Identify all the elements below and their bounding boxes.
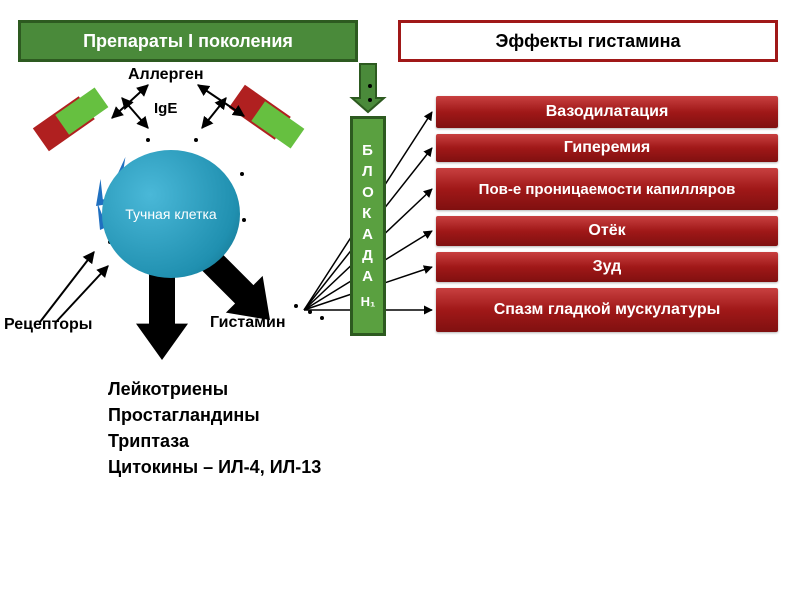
mast-cell: Тучная клетка [102,150,240,278]
effect-bar-2: Пов-е проницаемости капилляров [436,168,778,210]
blockade-sub: H₁ [361,293,376,311]
mediators-list: ЛейкотриеныПростагландиныТриптазаЦитокин… [108,376,321,480]
label-ige: IgE [154,100,177,117]
header-left-text: Препараты I поколения [83,31,293,52]
effect-bar-1: Гиперемия [436,134,778,162]
effect-bar-5: Спазм гладкой мускулатуры [436,288,778,332]
label-receptors: Рецепторы [4,316,92,334]
mast-cell-label: Тучная клетка [125,206,216,223]
effect-bar-0: Вазодилатация [436,96,778,128]
label-histamine: Гистамин [210,314,285,332]
blockade-letters: БЛОКАДА [362,140,374,287]
header-right: Эффекты гистамина [398,20,778,62]
label-allergen: Аллерген [128,66,204,84]
effect-bar-3: Отёк [436,216,778,246]
blockade-box: БЛОКАДА H₁ [350,116,386,336]
header-right-text: Эффекты гистамина [496,31,681,52]
effect-bar-4: Зуд [436,252,778,282]
header-left: Препараты I поколения [18,20,358,62]
